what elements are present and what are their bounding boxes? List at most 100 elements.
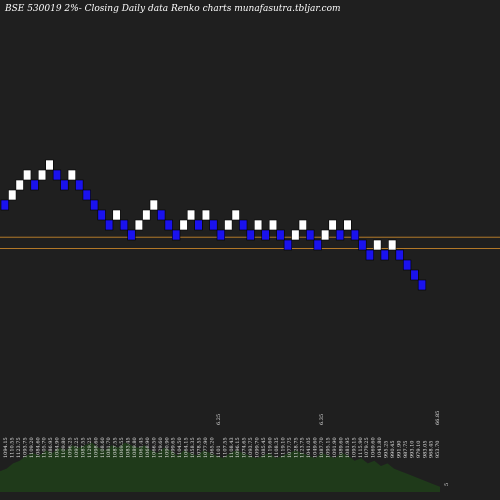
renko-brick-51 [373,239,382,251]
price-label-39: 1093.75 [248,437,254,458]
renko-brick-3 [15,179,24,191]
renko-brick-27 [194,219,203,231]
price-label-12: 1092.25 [74,437,80,458]
renko-brick-46 [335,229,345,241]
renko-brick-2 [8,189,17,201]
renko-brick-28 [201,209,211,221]
renko-brick-30 [216,229,225,241]
price-label-57: 1079.25 [364,437,370,458]
price-label-17: 1081.70 [106,437,112,458]
price-label-34: 1101 [216,445,222,458]
price-label-50: 1087.70 [319,437,325,458]
price-label-21: 1089.80 [132,437,138,458]
price-label-56: 1115.90 [358,437,364,458]
price-label-27: 1099.65 [171,437,177,458]
renko-brick-44 [321,229,330,241]
price-label-64: 993.10 [409,441,415,459]
price-label-9: 1084.90 [55,437,61,458]
price-label-31: 1078.55 [197,437,203,458]
renko-brick-53 [388,239,397,251]
renko-brick-50 [365,249,374,261]
price-label-6: 1084.60 [35,437,41,458]
price-label-35: 1107.55 [222,437,228,458]
renko-brick-13 [90,199,99,211]
price-label-4: 1093.75 [22,437,28,458]
price-label-44: 1119.10 [280,437,286,458]
renko-brick-7 [45,159,54,171]
price-label-15: 1098.60 [93,437,99,458]
price-label-30: 1058.35 [190,437,196,458]
renko-brick-17 [119,219,129,231]
renko-brick-14 [97,209,106,221]
renko-brick-22 [157,209,166,221]
last-label: 5 [444,483,450,486]
top-label-3: 66.85 [435,411,441,425]
price-label-60: 995.25 [384,441,390,459]
renko-brick-25 [179,219,188,231]
renko-brick-55 [402,259,412,271]
renko-brick-6 [37,169,47,181]
renko-brick-34 [246,229,255,241]
renko-brick-41 [298,219,307,231]
price-label-55: 1093.15 [351,437,357,458]
renko-brick-19 [134,219,144,231]
renko-brick-10 [67,169,76,181]
renko-brick-32 [231,209,240,221]
renko-brick-20 [142,209,151,221]
price-label-51: 1095.15 [326,437,332,458]
renko-brick-49 [358,239,367,251]
renko-brick-9 [60,179,69,191]
renko-brick-36 [261,229,270,241]
price-label-1: 1094.15 [3,437,9,458]
price-label-19: 1069.55 [119,437,125,458]
price-label-23: 1068.90 [145,437,151,458]
renko-brick-15 [105,219,114,231]
price-label-36: 1108.43 [229,437,235,458]
price-label-24: 1066.50 [151,437,157,458]
renko-brick-45 [328,219,337,231]
price-label-8: 1086.95 [48,437,54,458]
renko-brick-42 [306,229,315,241]
renko-brick-12 [82,189,91,201]
price-label-43: 1108.35 [274,437,280,458]
price-label-45: 1077.75 [287,437,293,458]
renko-brick-23 [164,219,173,231]
price-label-13: 1087.55 [80,437,86,458]
price-label-66: 983.05 [422,441,428,459]
price-label-22: 1061.45 [138,437,144,458]
renko-brick-16 [112,209,121,221]
renko-brick-24 [172,229,181,241]
renko-brick-18 [127,229,136,241]
price-label-33: 1065.20 [209,437,215,458]
price-label-61: 990.45 [390,441,396,459]
price-label-47: 1123.75 [300,437,306,458]
price-label-11: 1096.25 [68,437,74,458]
price-label-46: 1128.75 [293,437,299,458]
price-labels: 1094.15 1110.55 1123.75 1093.75 1109.20 1084.… [3,411,450,486]
renko-brick-11 [75,179,84,191]
price-label-7: 1105.70 [42,437,48,458]
renko-brick-4 [23,169,32,181]
renko-brick-56 [410,269,419,281]
price-label-67: 968.45 [429,441,435,459]
renko-brick-5 [30,179,39,191]
price-label-29: 1064.15 [184,437,190,458]
price-label-28: 1104.50 [177,437,183,458]
price-label-49: 1049.60 [313,437,319,458]
renko-brick-57 [417,279,427,291]
price-label-18: 1087.55 [113,437,119,458]
renko-brick-33 [239,219,248,231]
price-label-16: 1108.60 [100,437,106,458]
top-label-2: 6.35 [319,414,325,425]
price-label-3: 1123.75 [16,437,22,458]
renko-brick-47 [343,219,352,231]
price-label-2: 1110.55 [9,437,15,458]
renko-brick-52 [380,249,389,261]
price-label-25: 1129.60 [158,437,164,458]
price-label-10: 1109.80 [61,437,67,458]
top-label-1: 6.25 [216,414,222,425]
price-label-42: 1119.60 [267,437,273,458]
renko-brick-35 [254,219,263,231]
